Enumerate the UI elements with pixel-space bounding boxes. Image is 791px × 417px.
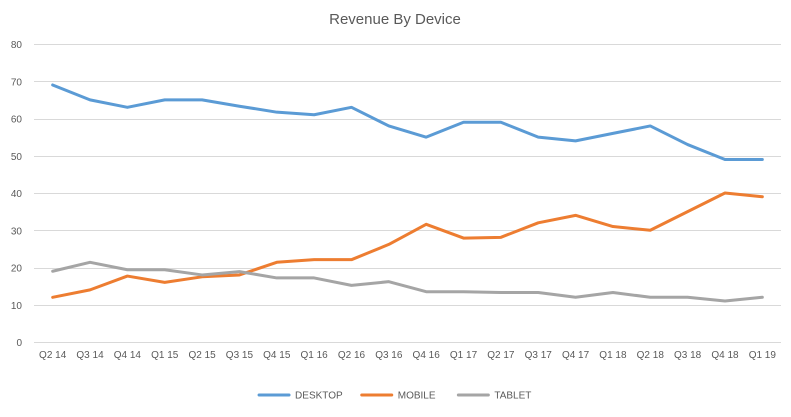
x-tick-label: Q3 18 <box>674 350 702 361</box>
x-tick-label: Q2 14 <box>39 350 67 361</box>
x-tick-label: Q2 15 <box>188 350 216 361</box>
legend-label: TABLET <box>494 391 531 402</box>
y-tick-label: 20 <box>11 264 23 275</box>
legend-label: MOBILE <box>398 391 436 402</box>
y-tick-label: 10 <box>11 301 23 312</box>
x-axis-ticks: Q2 14 Q3 14 Q4 14 Q1 15 Q2 15 Q3 15 Q4 15 Q1 16… <box>39 350 776 361</box>
x-tick-label: Q1 16 <box>301 350 329 361</box>
legend: DESKTOP MOBILE TABLET <box>257 391 531 402</box>
y-tick-label: 70 <box>11 77 23 88</box>
chart-title: Revenue By Device <box>329 11 461 28</box>
x-tick-label: Q4 14 <box>114 350 142 361</box>
x-tick-label: Q3 15 <box>226 350 254 361</box>
series-line-mobile <box>51 191 764 299</box>
y-tick-label: 0 <box>16 338 22 349</box>
legend-label: DESKTOP <box>295 391 343 402</box>
x-tick-label: Q2 16 <box>338 350 366 361</box>
x-tick-label: Q4 15 <box>263 350 291 361</box>
x-tick-label: Q3 14 <box>76 350 104 361</box>
y-tick-label: 50 <box>11 152 23 163</box>
x-tick-label: Q2 18 <box>637 350 665 361</box>
x-tick-label: Q1 19 <box>749 350 777 361</box>
x-tick-label: Q3 16 <box>375 350 403 361</box>
legend-item-mobile: MOBILE <box>360 391 436 402</box>
y-tick-label: 30 <box>11 226 23 237</box>
x-tick-label: Q1 18 <box>599 350 627 361</box>
x-tick-label: Q4 17 <box>562 350 590 361</box>
x-tick-label: Q1 17 <box>450 350 478 361</box>
legend-item-tablet: TABLET <box>456 391 531 402</box>
x-tick-label: Q4 16 <box>413 350 441 361</box>
legend-item-desktop: DESKTOP <box>257 391 343 402</box>
x-tick-label: Q2 17 <box>487 350 515 361</box>
series-line-desktop <box>51 83 764 161</box>
x-tick-label: Q1 15 <box>151 350 179 361</box>
x-tick-label: Q4 18 <box>711 350 739 361</box>
series-line-tablet <box>51 260 764 303</box>
y-axis-ticks: 0 10 20 30 40 50 60 70 80 <box>11 40 23 349</box>
y-tick-label: 60 <box>11 115 23 126</box>
series-lines <box>51 83 764 303</box>
x-tick-label: Q3 17 <box>525 350 553 361</box>
y-tick-label: 40 <box>11 189 23 200</box>
y-tick-label: 80 <box>11 40 23 51</box>
